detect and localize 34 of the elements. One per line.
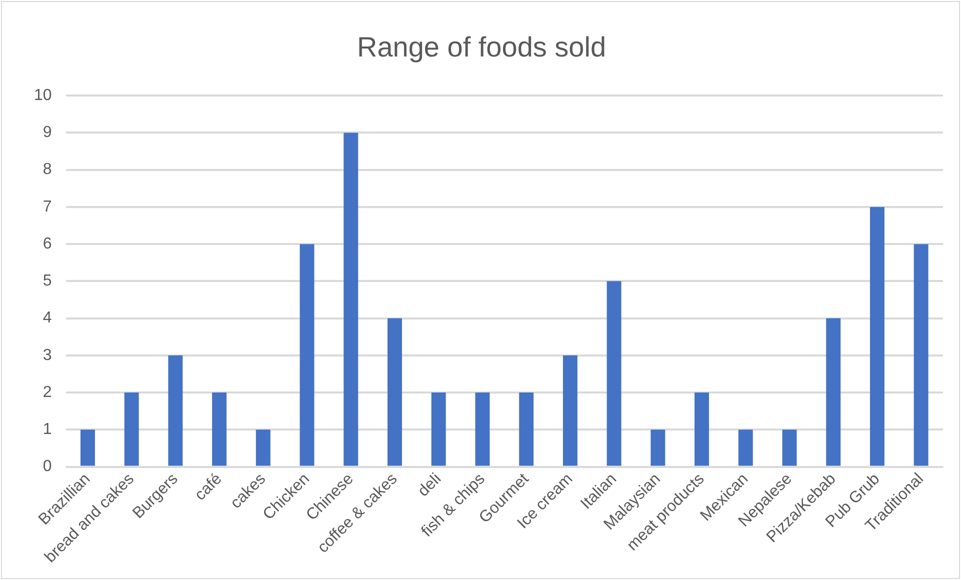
y-tick-label: 8 bbox=[42, 161, 52, 178]
bar bbox=[826, 318, 841, 466]
y-tick-label: 3 bbox=[42, 346, 52, 364]
bar bbox=[694, 392, 710, 466]
chart-title: Range of foods sold bbox=[356, 32, 606, 63]
bar bbox=[738, 430, 753, 466]
bar bbox=[782, 430, 797, 466]
y-tick-label: 1 bbox=[42, 421, 52, 438]
y-tick-label: 0 bbox=[42, 458, 52, 476]
bar bbox=[650, 430, 666, 466]
y-tick-label: 10 bbox=[34, 87, 52, 104]
bar bbox=[606, 281, 622, 466]
bar bbox=[431, 392, 446, 466]
y-tick-label: 7 bbox=[42, 198, 52, 216]
bar bbox=[256, 430, 270, 466]
y-tick-label: 9 bbox=[42, 124, 52, 142]
bar bbox=[562, 355, 578, 466]
bar bbox=[124, 392, 139, 466]
x-tick-label: café bbox=[192, 470, 226, 504]
bar bbox=[519, 392, 534, 466]
bar bbox=[388, 318, 402, 466]
bar bbox=[344, 132, 358, 466]
y-tick-label: 6 bbox=[42, 235, 52, 252]
bar bbox=[870, 206, 884, 466]
bar bbox=[300, 244, 314, 466]
y-tick-label: 5 bbox=[42, 272, 52, 290]
x-tick-label: deli bbox=[414, 470, 445, 500]
bar bbox=[475, 392, 490, 466]
bar bbox=[168, 355, 183, 466]
bar bbox=[212, 392, 227, 466]
y-tick-label: 4 bbox=[42, 310, 52, 327]
y-tick-label: 2 bbox=[42, 384, 52, 401]
bar bbox=[914, 244, 928, 466]
bar bbox=[80, 430, 95, 466]
